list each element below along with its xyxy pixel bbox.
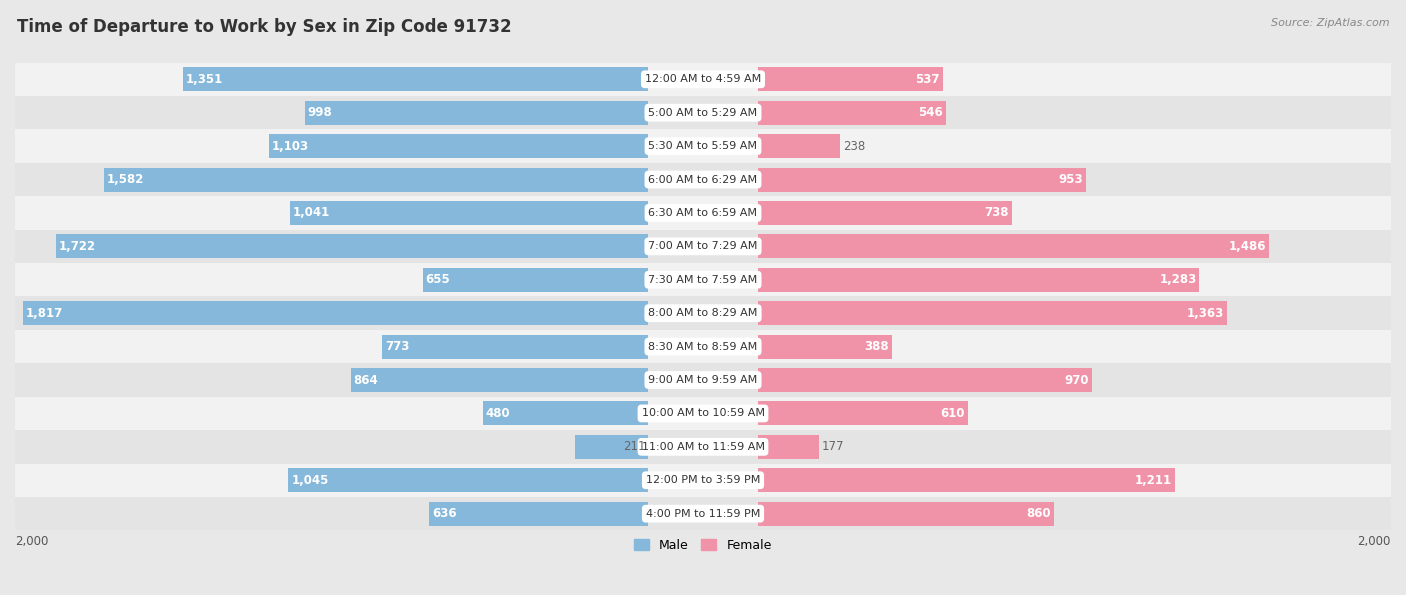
- Text: 1,041: 1,041: [292, 206, 330, 220]
- Bar: [15, 464, 1391, 497]
- Bar: [758, 468, 1174, 492]
- Text: 1,363: 1,363: [1187, 306, 1225, 320]
- Text: 11:00 AM to 11:59 AM: 11:00 AM to 11:59 AM: [641, 442, 765, 452]
- Bar: [758, 502, 1054, 526]
- Text: 2,000: 2,000: [1358, 536, 1391, 549]
- Text: 9:00 AM to 9:59 AM: 9:00 AM to 9:59 AM: [648, 375, 758, 385]
- Text: 655: 655: [426, 273, 450, 286]
- Text: 864: 864: [353, 374, 378, 387]
- Text: 1,045: 1,045: [291, 474, 329, 487]
- Bar: [423, 268, 648, 292]
- Bar: [758, 234, 1270, 258]
- Text: 953: 953: [1059, 173, 1083, 186]
- Text: 6:00 AM to 6:29 AM: 6:00 AM to 6:29 AM: [648, 174, 758, 184]
- Bar: [22, 301, 648, 325]
- Text: 970: 970: [1064, 374, 1090, 387]
- Bar: [350, 368, 648, 392]
- Text: 860: 860: [1026, 507, 1052, 520]
- Bar: [15, 263, 1391, 296]
- Text: 10:00 AM to 10:59 AM: 10:00 AM to 10:59 AM: [641, 408, 765, 418]
- Text: 12:00 AM to 4:59 AM: 12:00 AM to 4:59 AM: [645, 74, 761, 84]
- Bar: [183, 67, 648, 92]
- Text: 6:30 AM to 6:59 AM: 6:30 AM to 6:59 AM: [648, 208, 758, 218]
- Bar: [15, 430, 1391, 464]
- Bar: [269, 134, 648, 158]
- Text: 610: 610: [941, 407, 965, 420]
- Bar: [290, 201, 648, 225]
- Bar: [758, 268, 1199, 292]
- Bar: [429, 502, 648, 526]
- Text: 1,103: 1,103: [271, 140, 308, 153]
- Text: 480: 480: [485, 407, 510, 420]
- Bar: [758, 334, 891, 359]
- Text: 4:00 PM to 11:59 PM: 4:00 PM to 11:59 PM: [645, 509, 761, 519]
- Bar: [15, 130, 1391, 163]
- Text: 12:00 PM to 3:59 PM: 12:00 PM to 3:59 PM: [645, 475, 761, 486]
- Text: 5:30 AM to 5:59 AM: 5:30 AM to 5:59 AM: [648, 141, 758, 151]
- Text: 1,283: 1,283: [1160, 273, 1197, 286]
- Text: 1,817: 1,817: [25, 306, 63, 320]
- Bar: [15, 230, 1391, 263]
- Bar: [15, 330, 1391, 364]
- Text: 546: 546: [918, 107, 943, 119]
- Bar: [482, 402, 648, 425]
- Text: 7:00 AM to 7:29 AM: 7:00 AM to 7:29 AM: [648, 242, 758, 251]
- Text: Time of Departure to Work by Sex in Zip Code 91732: Time of Departure to Work by Sex in Zip …: [17, 18, 512, 36]
- Bar: [758, 101, 946, 125]
- Text: 1,211: 1,211: [1135, 474, 1171, 487]
- Text: 238: 238: [842, 140, 865, 153]
- Bar: [56, 234, 648, 258]
- Text: 7:30 AM to 7:59 AM: 7:30 AM to 7:59 AM: [648, 275, 758, 285]
- Bar: [15, 296, 1391, 330]
- Text: 1,722: 1,722: [58, 240, 96, 253]
- Bar: [15, 196, 1391, 230]
- Bar: [15, 62, 1391, 96]
- Bar: [758, 402, 967, 425]
- Bar: [15, 163, 1391, 196]
- Bar: [758, 435, 818, 459]
- Text: 8:00 AM to 8:29 AM: 8:00 AM to 8:29 AM: [648, 308, 758, 318]
- Bar: [104, 168, 648, 192]
- Bar: [15, 497, 1391, 530]
- Bar: [382, 334, 648, 359]
- Bar: [575, 435, 648, 459]
- Text: 177: 177: [821, 440, 844, 453]
- Bar: [758, 301, 1227, 325]
- Text: Source: ZipAtlas.com: Source: ZipAtlas.com: [1271, 18, 1389, 28]
- Bar: [15, 397, 1391, 430]
- Text: 738: 738: [984, 206, 1010, 220]
- Bar: [758, 67, 943, 92]
- Text: 8:30 AM to 8:59 AM: 8:30 AM to 8:59 AM: [648, 342, 758, 352]
- Bar: [758, 368, 1091, 392]
- Bar: [15, 96, 1391, 130]
- Text: 211: 211: [623, 440, 645, 453]
- Text: 1,486: 1,486: [1229, 240, 1267, 253]
- Bar: [758, 168, 1085, 192]
- Text: 2,000: 2,000: [15, 536, 48, 549]
- Text: 5:00 AM to 5:29 AM: 5:00 AM to 5:29 AM: [648, 108, 758, 118]
- Bar: [758, 134, 839, 158]
- Text: 1,582: 1,582: [107, 173, 143, 186]
- Legend: Male, Female: Male, Female: [630, 534, 776, 557]
- Text: 1,351: 1,351: [186, 73, 224, 86]
- Bar: [758, 201, 1012, 225]
- Bar: [288, 468, 648, 492]
- Text: 537: 537: [915, 73, 941, 86]
- Text: 773: 773: [385, 340, 409, 353]
- Bar: [305, 101, 648, 125]
- Bar: [15, 364, 1391, 397]
- Text: 388: 388: [865, 340, 889, 353]
- Text: 998: 998: [308, 107, 332, 119]
- Text: 636: 636: [432, 507, 457, 520]
